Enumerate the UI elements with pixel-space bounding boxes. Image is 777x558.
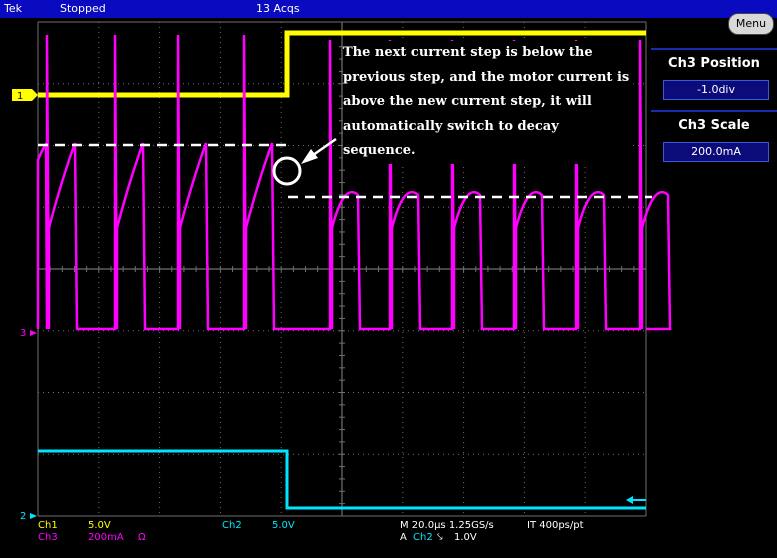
trigger-slope-icon: ⤥ [437, 532, 443, 543]
ch3-scale: 200mA [88, 532, 124, 543]
ch3-position-label: Ch3 Position [668, 56, 760, 71]
ch2-marker-label: 2 [20, 511, 26, 522]
ch3-marker-arrow [30, 330, 37, 336]
trigger-level: 1.0V [454, 532, 477, 543]
trigger-level-marker-head [626, 496, 633, 504]
ch3-name: Ch3 [38, 532, 58, 543]
ch2-name: Ch2 [222, 520, 242, 531]
ch3-position-control[interactable]: Ch3 Position -1.0div [651, 48, 777, 106]
ch2-scale: 5.0V [272, 520, 295, 531]
annotation-text: The next current step is below the previ… [343, 41, 633, 164]
ch3-position-value[interactable]: -1.0div [663, 80, 769, 100]
status-bar: Tek Stopped 13 Acqs [0, 0, 777, 18]
side-panel: Ch3 Position -1.0div Ch3 Scale 200.0mA [651, 48, 777, 168]
ch1-marker-label: 1 [17, 91, 23, 102]
timebase-readout: M 20.0µs 1.25GS/s [400, 520, 494, 531]
switch-point-circle [272, 156, 302, 186]
acquisition-count: 13 Acqs [256, 2, 300, 15]
menu-button[interactable]: Menu [728, 13, 774, 35]
ch3-waveform [36, 34, 672, 331]
ch3-marker-label: 3 [20, 328, 26, 339]
acquisition-status: Stopped [60, 2, 106, 15]
annotation-arrow-head [301, 149, 318, 164]
ch3-scale-label: Ch3 Scale [678, 118, 750, 133]
ch1-marker [12, 89, 38, 101]
brand-label: Tek [4, 2, 22, 15]
ch1-scale: 5.0V [88, 520, 111, 531]
ch2-waveform [38, 449, 646, 510]
record-length-readout: IT 400ps/pt [527, 520, 584, 531]
trigger-source: Ch2 [413, 532, 433, 543]
ch1-waveform [38, 30, 646, 98]
ch3-scale-control[interactable]: Ch3 Scale 200.0mA [651, 110, 777, 168]
ch3-unit: Ω [138, 532, 146, 543]
ch2-marker-arrow [30, 513, 37, 519]
ch1-name: Ch1 [38, 520, 58, 531]
ch3-scale-value[interactable]: 200.0mA [663, 142, 769, 162]
trigger-label: A [400, 532, 407, 543]
